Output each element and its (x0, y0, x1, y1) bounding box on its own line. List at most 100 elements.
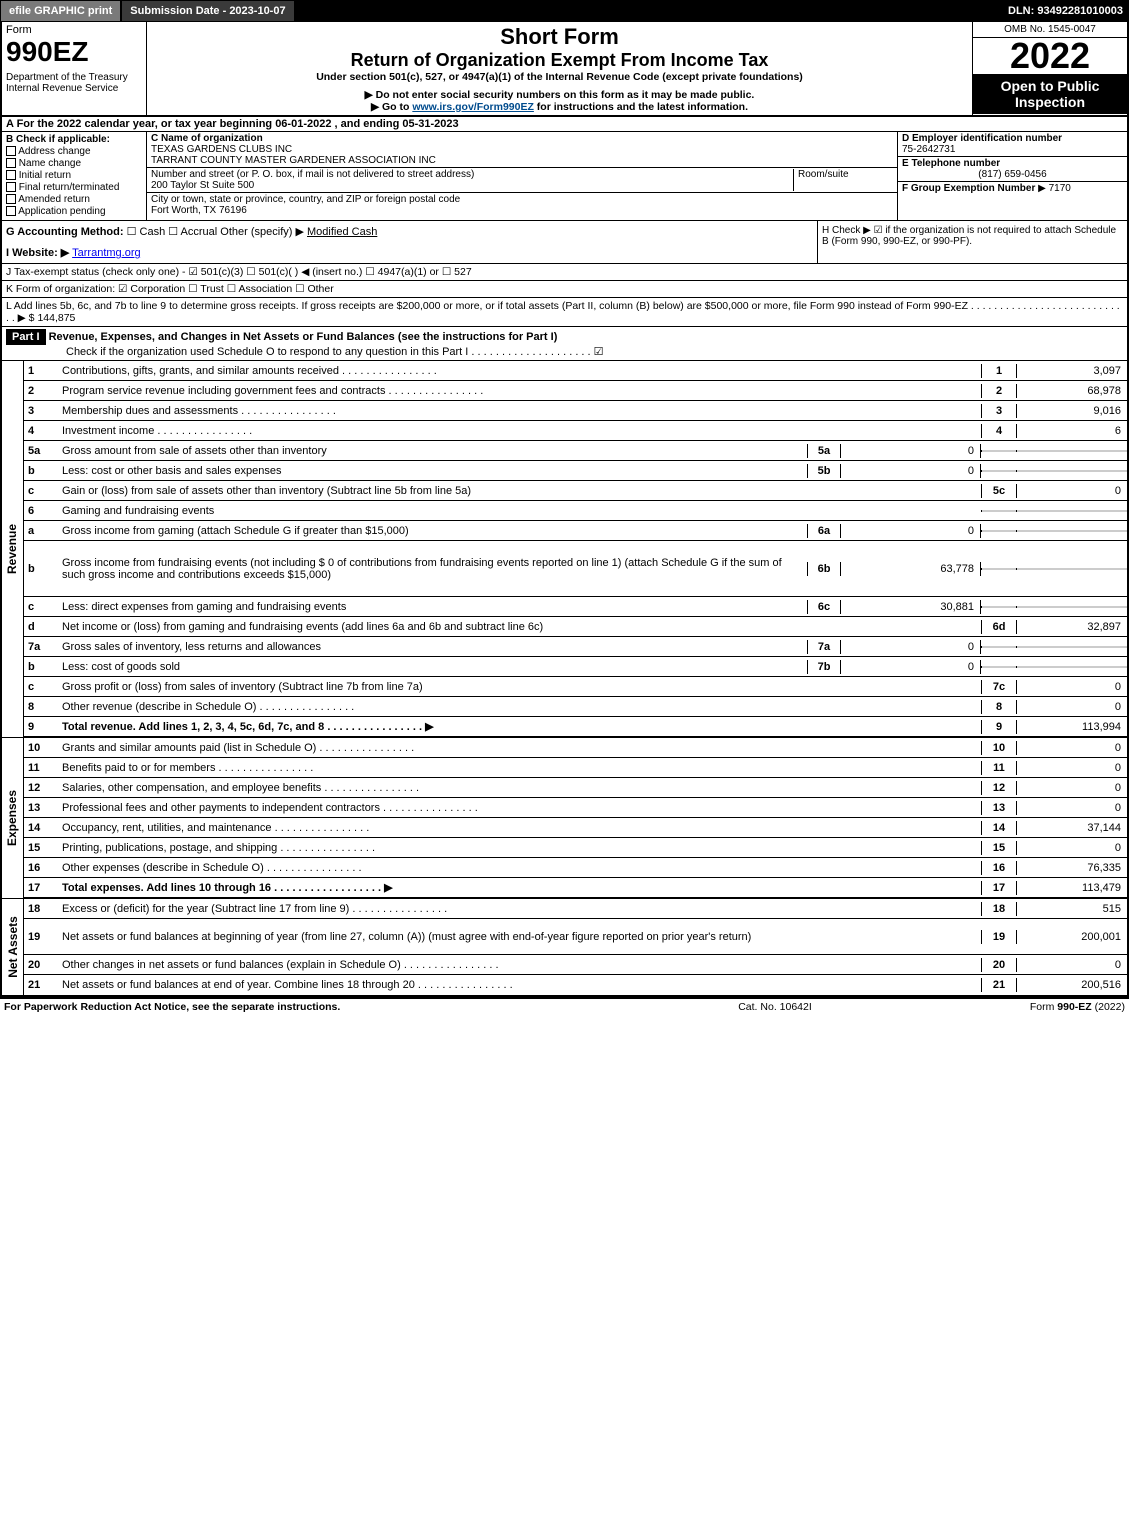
rval-14: 37,144 (1017, 821, 1127, 835)
rval-20: 0 (1017, 958, 1127, 972)
section-c: C Name of organization TEXAS GARDENS CLU… (147, 132, 897, 220)
address-value: 200 Taylor St Suite 500 (151, 180, 254, 191)
ln-2: 2 (24, 384, 58, 398)
rln-20: 20 (981, 958, 1017, 972)
desc-17: Total expenses. Add lines 10 through 16 … (58, 880, 981, 895)
rln-18: 18 (981, 902, 1017, 916)
chk-amended-return[interactable]: Amended return (6, 194, 142, 205)
ln-10: 10 (24, 741, 58, 755)
ln-6: 6 (24, 504, 58, 518)
rln-14: 14 (981, 821, 1017, 835)
ln-13: 13 (24, 801, 58, 815)
ln-9: 9 (24, 720, 58, 734)
rval-7c: 0 (1017, 680, 1127, 694)
sub3-pre: ▶ Go to (371, 101, 412, 113)
title-return: Return of Organization Exempt From Incom… (153, 50, 966, 71)
netassets-section: Net Assets 18Excess or (deficit) for the… (0, 898, 1129, 997)
ln-5b: b (24, 464, 58, 478)
form-number: 990EZ (6, 36, 142, 68)
ln-18: 18 (24, 902, 58, 916)
city-value: Fort Worth, TX 76196 (151, 205, 247, 216)
chk-initial-return[interactable]: Initial return (6, 170, 142, 181)
rln-16: 16 (981, 861, 1017, 875)
subtitle-2: ▶ Do not enter social security numbers o… (153, 89, 966, 101)
chk-name-change[interactable]: Name change (6, 158, 142, 169)
rval-12: 0 (1017, 781, 1127, 795)
form-word: Form (6, 24, 142, 36)
title-short-form: Short Form (153, 24, 966, 50)
footer-paperwork: For Paperwork Reduction Act Notice, see … (4, 1001, 625, 1013)
chk-application-pending[interactable]: Application pending (6, 206, 142, 217)
ln-4: 4 (24, 424, 58, 438)
submission-date-button[interactable]: Submission Date - 2023-10-07 (121, 0, 294, 22)
desc-5a: Gross amount from sale of assets other t… (58, 444, 807, 458)
rln-3: 3 (981, 404, 1017, 418)
arrow-icon: ▶ (1038, 183, 1046, 194)
chk-final-return[interactable]: Final return/terminated (6, 182, 142, 193)
rval-17: 113,479 (1017, 881, 1127, 895)
sln-7b: 7b (807, 660, 841, 674)
rln-19: 19 (981, 930, 1017, 944)
ln-11: 11 (24, 761, 58, 775)
sval-6a: 0 (841, 524, 981, 538)
line-j: J Tax-exempt status (check only one) - ☑… (0, 264, 1129, 281)
netassets-vlabel: Net Assets (2, 899, 24, 995)
rval-13: 0 (1017, 801, 1127, 815)
sln-7a: 7a (807, 640, 841, 654)
phone-value: (817) 659-0456 (902, 169, 1123, 180)
rln-4: 4 (981, 424, 1017, 438)
room-suite: Room/suite (793, 169, 893, 191)
website-link[interactable]: Tarrantmg.org (72, 247, 140, 259)
ln-8: 8 (24, 700, 58, 714)
desc-7b: Less: cost of goods sold (58, 660, 807, 674)
ln-7b: b (24, 660, 58, 674)
desc-6a: Gross income from gaming (attach Schedul… (58, 524, 807, 538)
desc-13: Professional fees and other payments to … (58, 801, 981, 815)
ln-3: 3 (24, 404, 58, 418)
sub3-post: for instructions and the latest informat… (534, 101, 748, 113)
ln-7a: 7a (24, 640, 58, 654)
g-value: Modified Cash (307, 226, 377, 238)
chk-address-change[interactable]: Address change (6, 146, 142, 157)
revenue-section: Revenue 1Contributions, gifts, grants, a… (0, 361, 1129, 737)
irs-link[interactable]: www.irs.gov/Form990EZ (412, 101, 534, 113)
desc-5b: Less: cost or other basis and sales expe… (58, 464, 807, 478)
sln-5b: 5b (807, 464, 841, 478)
ln-17: 17 (24, 881, 58, 895)
line-l: L Add lines 5b, 6c, and 7b to line 9 to … (0, 298, 1129, 327)
rval-15: 0 (1017, 841, 1127, 855)
ln-6a: a (24, 524, 58, 538)
label-address: Number and street (or P. O. box, if mail… (151, 169, 474, 180)
sln-5a: 5a (807, 444, 841, 458)
desc-3: Membership dues and assessments (58, 404, 981, 418)
rval-5c: 0 (1017, 484, 1127, 498)
desc-7a: Gross sales of inventory, less returns a… (58, 640, 807, 654)
rval-1: 3,097 (1017, 364, 1127, 378)
sln-6b: 6b (807, 562, 841, 576)
header-right: OMB No. 1545-0047 2022 Open to Public In… (972, 22, 1127, 115)
section-b-title: B Check if applicable: (6, 134, 110, 145)
sval-5a: 0 (841, 444, 981, 458)
section-b: B Check if applicable: Address change Na… (2, 132, 147, 220)
dept-label: Department of the Treasury Internal Reve… (6, 72, 142, 94)
efile-print-button[interactable]: efile GRAPHIC print (0, 0, 121, 22)
desc-5c: Gain or (loss) from sale of assets other… (58, 484, 981, 498)
ln-14: 14 (24, 821, 58, 835)
desc-6: Gaming and fundraising events (58, 504, 981, 518)
form-header: Form 990EZ Department of the Treasury In… (0, 22, 1129, 117)
page-footer: For Paperwork Reduction Act Notice, see … (0, 997, 1129, 1015)
sln-6a: 6a (807, 524, 841, 538)
ln-16: 16 (24, 861, 58, 875)
line-g: G Accounting Method: ☐ Cash ☐ Accrual Ot… (2, 221, 817, 263)
line-k: K Form of organization: ☑ Corporation ☐ … (0, 281, 1129, 298)
footer-formref: Form 990-EZ (2022) (925, 1001, 1125, 1013)
label-d: D Employer identification number (902, 133, 1062, 144)
rval-6d: 32,897 (1017, 620, 1127, 634)
line-l-text: L Add lines 5b, 6c, and 7b to line 9 to … (6, 300, 1120, 324)
expenses-section: Expenses 10Grants and similar amounts pa… (0, 737, 1129, 898)
section-def: D Employer identification number 75-2642… (897, 132, 1127, 220)
rval-8: 0 (1017, 700, 1127, 714)
rval-4: 6 (1017, 424, 1127, 438)
ln-1: 1 (24, 364, 58, 378)
rval-3: 9,016 (1017, 404, 1127, 418)
